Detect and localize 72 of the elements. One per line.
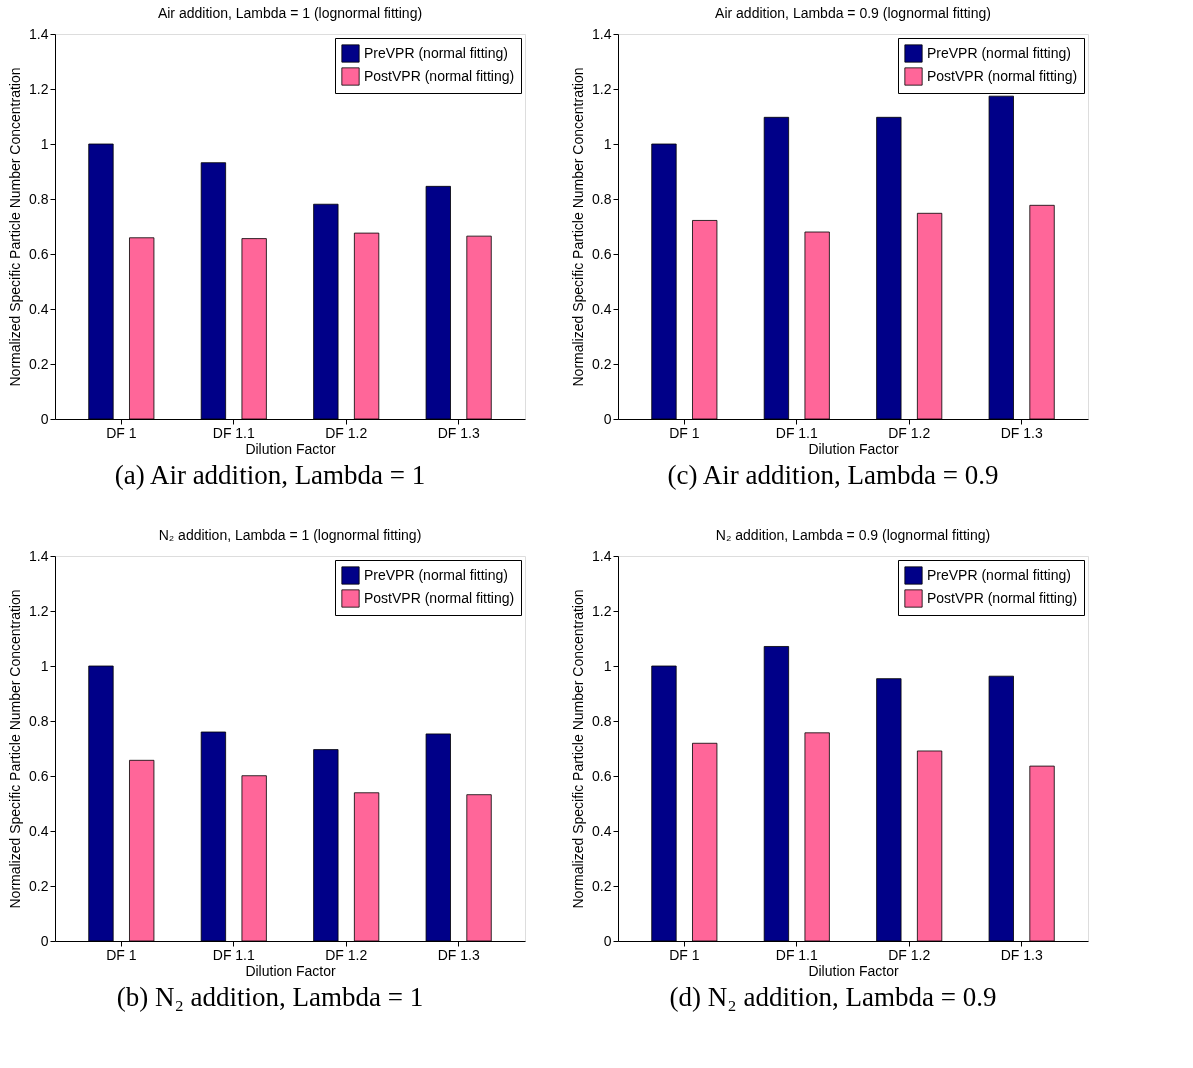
x-tick-label: DF 1.2 [888,424,931,441]
legend-label: PostVPR (normal fitting) [927,67,1078,84]
y-tick-label: 0.4 [29,822,49,839]
y-tick-label: 0 [603,932,612,949]
text: (c) Air addition, Lambda = 0.9 [667,460,999,490]
y-tick-label: 0.2 [29,877,49,894]
y-tick-label: 0.4 [29,300,49,317]
x-tick-label: DF 1.2 [325,946,368,963]
y-tick-label: 1.4 [29,547,49,564]
y-axis-title: Normalized Specific Particle Number Concentration [7,589,24,909]
y-tick-label: 1 [603,135,612,152]
x-tick-label: DF 1 [669,946,700,963]
x-tick-label: DF 1.1 [775,424,818,441]
legend-label: PreVPR (normal fitting) [364,566,508,583]
x-tick-label: DF 1.3 [437,424,480,441]
y-tick-label: 1.4 [592,547,612,564]
legend-label: PostVPR (normal fitting) [364,589,515,606]
x-tick-label: DF 1 [106,946,137,963]
x-tick-label: DF 1.2 [888,946,931,963]
y-tick-label: 1 [40,135,49,152]
chart-title: N₂ addition, Lambda = 0.9 (lognormal fitting) [715,527,991,543]
y-tick-label: 1 [603,657,612,674]
legend-label: PreVPR (normal fitting) [927,44,1071,61]
y-tick-label: 0.2 [592,355,612,372]
x-axis-title: Dilution Factor [808,962,899,979]
y-tick-label: 0.4 [592,822,612,839]
y-tick-label: 1.4 [29,25,49,42]
y-tick-label: 0.6 [592,245,612,262]
y-tick-label: 0.8 [592,190,612,207]
y-axis-title: Normalized Specific Particle Number Concentration [570,589,587,909]
y-tick-label: 0.6 [29,767,49,784]
y-tick-label: 0.4 [592,300,612,317]
x-tick-label: DF 1.3 [1000,424,1043,441]
text: (a) Air addition, Lambda = 1 [114,460,426,490]
y-tick-label: 0 [40,410,49,427]
chart-title: N₂ addition, Lambda = 1 (lognormal fitting) [158,527,422,543]
x-tick-label: DF 1.3 [1000,946,1043,963]
y-tick-label: 1.2 [592,602,612,619]
text: (b) N₂ addition, Lambda = 1 [116,982,424,1012]
y-tick-label: 0.2 [592,877,612,894]
y-tick-label: 1.2 [29,602,49,619]
x-tick-label: DF 1 [669,424,700,441]
x-tick-label: DF 1.1 [775,946,818,963]
y-tick-label: 1.2 [592,80,612,97]
chart-title: Air addition, Lambda = 0.9 (lognormal fitting) [715,5,991,21]
y-axis-title: Normalized Specific Particle Number Concentration [570,67,587,387]
y-tick-label: 1.4 [592,25,612,42]
y-tick-label: 0.6 [29,245,49,262]
x-tick-label: DF 1.3 [437,946,480,963]
y-tick-label: 0 [603,410,612,427]
x-tick-label: DF 1.2 [325,424,368,441]
y-tick-label: 0.6 [592,767,612,784]
legend-label: PostVPR (normal fitting) [364,67,515,84]
y-tick-label: 0.8 [592,712,612,729]
x-axis-title: Dilution Factor [245,440,336,457]
y-tick-label: 0.8 [29,712,49,729]
legend-label: PostVPR (normal fitting) [927,589,1078,606]
y-tick-label: 1.2 [29,80,49,97]
x-tick-label: DF 1.1 [212,946,255,963]
x-axis-title: Dilution Factor [808,440,899,457]
legend-label: PreVPR (normal fitting) [927,566,1071,583]
legend-label: PreVPR (normal fitting) [364,44,508,61]
chart-title: Air addition, Lambda = 1 (lognormal fitting) [157,5,423,21]
y-tick-label: 0 [40,932,49,949]
x-axis-title: Dilution Factor [245,962,336,979]
y-tick-label: 0.2 [29,355,49,372]
y-tick-label: 1 [40,657,49,674]
text: (d) N₂ addition, Lambda = 0.9 [669,982,997,1012]
x-tick-label: DF 1 [106,424,137,441]
y-tick-label: 0.8 [29,190,49,207]
y-axis-title: Normalized Specific Particle Number Concentration [7,67,24,387]
x-tick-label: DF 1.1 [212,424,255,441]
